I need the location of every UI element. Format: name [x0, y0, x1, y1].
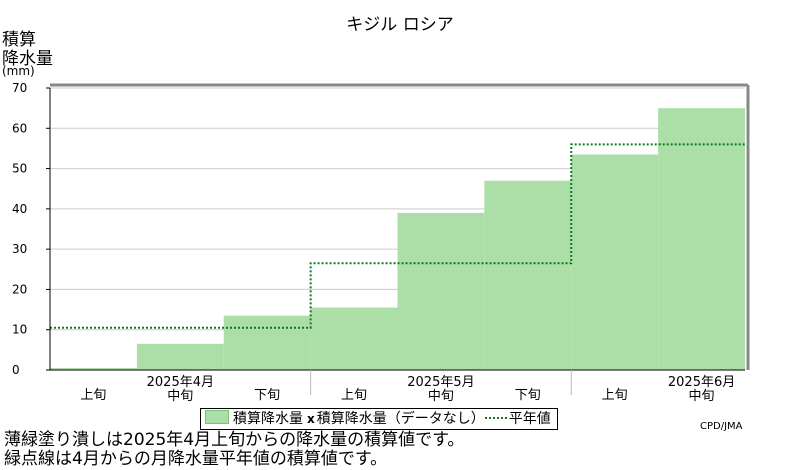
x-tick-dekad: 下旬 [254, 388, 280, 403]
precip-bar [50, 367, 137, 370]
x-tick-month: 2025年6月 [668, 375, 735, 390]
x-tick-month: 2025年5月 [407, 375, 474, 390]
y-tick-label: 60 [12, 121, 27, 135]
legend: 積算降水量 x 積算降水量（データなし） 平年値 [200, 408, 558, 430]
x-tick-dekad: 中旬 [689, 389, 715, 404]
precip-bar [658, 108, 745, 371]
x-tick-dekad: 上旬 [80, 388, 106, 403]
y-tick-label: 40 [12, 202, 27, 216]
y-tick-label: 70 [12, 81, 27, 95]
legend-normal-swatch [484, 417, 507, 419]
x-tick-dekad: 上旬 [602, 388, 628, 403]
precip-bar [571, 154, 659, 370]
normal-step-line [50, 143, 745, 329]
y-tick-label: 0 [12, 363, 20, 377]
precip-bar [223, 315, 311, 370]
y-axis-label-line2: 降水量 [2, 49, 53, 69]
y-axis-label-line1: 積算 [2, 30, 36, 50]
legend-bar-label: 積算降水量 [233, 411, 303, 427]
y-tick-label: 20 [12, 282, 27, 296]
y-tick-label: 10 [12, 323, 27, 337]
legend-bar-swatch [205, 410, 229, 424]
legend-normal-label: 平年値 [508, 411, 551, 427]
x-tick-dekad: 中旬 [167, 389, 193, 404]
chart-title: キジル ロシア [346, 15, 454, 35]
legend-missing-label: 積算降水量（データなし） [316, 411, 485, 427]
y-tick-label: 50 [12, 162, 27, 176]
y-tick-label: 30 [12, 242, 27, 256]
precip-bar [397, 212, 485, 370]
x-tick-dekad: 中旬 [428, 389, 454, 404]
precip-bar [484, 180, 572, 370]
precip-bar [310, 307, 398, 370]
legend-missing-marker: x [307, 412, 315, 426]
caption-line1: 薄緑塗り潰しは2025年4月上旬からの降水量の積算値です。 [4, 430, 465, 450]
credit-text: CPD/JMA [700, 421, 743, 432]
caption-line2: 緑点線は4月からの月降水量平年値の積算値です。 [4, 449, 388, 469]
precip-bar [136, 343, 224, 370]
x-tick-month: 2025年4月 [147, 375, 214, 390]
y-axis-unit: (mm) [2, 64, 35, 78]
x-tick-dekad: 上旬 [341, 388, 367, 403]
x-tick-dekad: 下旬 [515, 388, 541, 403]
